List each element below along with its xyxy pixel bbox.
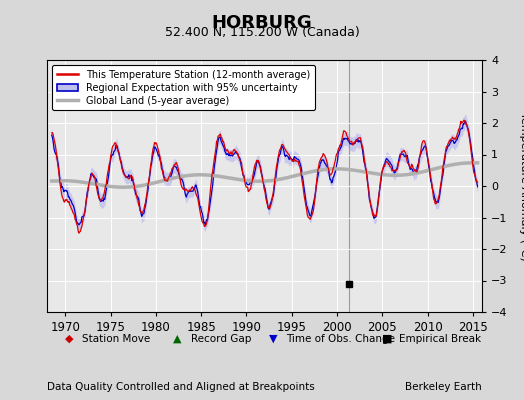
Text: ◆: ◆ bbox=[64, 334, 73, 344]
Text: Data Quality Controlled and Aligned at Breakpoints: Data Quality Controlled and Aligned at B… bbox=[47, 382, 315, 392]
Text: ▼: ▼ bbox=[269, 334, 278, 344]
Text: HORBURG: HORBURG bbox=[212, 14, 312, 32]
Text: Berkeley Earth: Berkeley Earth bbox=[406, 382, 482, 392]
Y-axis label: Temperature Anomaly (°C): Temperature Anomaly (°C) bbox=[519, 112, 524, 260]
Text: Station Move: Station Move bbox=[82, 334, 150, 344]
Text: ▲: ▲ bbox=[173, 334, 182, 344]
Text: 52.400 N, 115.200 W (Canada): 52.400 N, 115.200 W (Canada) bbox=[165, 26, 359, 39]
Text: ■: ■ bbox=[382, 334, 392, 344]
Text: Record Gap: Record Gap bbox=[191, 334, 251, 344]
Text: Empirical Break: Empirical Break bbox=[399, 334, 482, 344]
Legend: This Temperature Station (12-month average), Regional Expectation with 95% uncer: This Temperature Station (12-month avera… bbox=[52, 65, 315, 110]
Text: Time of Obs. Change: Time of Obs. Change bbox=[286, 334, 396, 344]
